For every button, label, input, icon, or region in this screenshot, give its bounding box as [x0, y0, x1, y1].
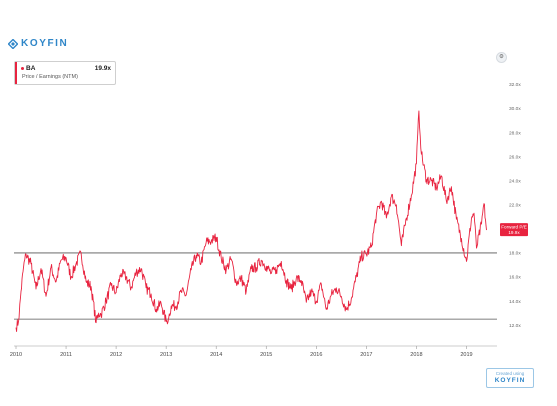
legend-ticker-label: BA	[26, 65, 36, 72]
koyfin-brand[interactable]: KOYFIN	[8, 38, 68, 49]
brand-name: KOYFIN	[21, 38, 69, 49]
watermark-brand: KOYFIN	[494, 377, 526, 384]
y-tick-label: 14.0x	[509, 299, 521, 305]
series-line-ba	[15, 110, 487, 332]
settings-icon: ⚙	[499, 54, 504, 60]
forward-pe-value: 19.9x	[508, 230, 520, 235]
y-tick-label: 32.0x	[509, 82, 521, 88]
legend-box[interactable]: BA 19.9x Price / Earnings (NTM)	[14, 61, 116, 85]
legend-metric: Price / Earnings (NTM)	[22, 74, 78, 80]
settings-button[interactable]: ⚙	[496, 52, 507, 63]
x-tick-label: 2019	[460, 352, 472, 358]
forward-pe-label: Forward P/E	[501, 225, 527, 230]
y-tick-label: 30.0x	[509, 106, 521, 112]
x-tick-label: 2016	[310, 352, 322, 358]
x-tick-label: 2018	[410, 352, 422, 358]
y-tick-label: 28.0x	[509, 130, 521, 136]
forward-pe-badge: Forward P/E 19.9x	[500, 223, 528, 237]
legend-dot-icon	[21, 66, 24, 70]
x-tick-label: 2014	[210, 352, 222, 358]
x-tick-label: 2012	[110, 352, 122, 358]
y-axis: 12.0x14.0x16.0x18.0x20.0x22.0x24.0x26.0x…	[509, 82, 521, 329]
x-tick-label: 2010	[10, 352, 22, 358]
legend-color-bar	[15, 62, 17, 84]
legend-value: 19.9x	[94, 65, 111, 72]
watermark-created-text: Created using	[495, 371, 525, 376]
created-using-koyfin-badge[interactable]: Created using KOYFIN	[486, 368, 534, 388]
legend-ticker: BA	[21, 65, 35, 72]
x-tick-label: 2015	[260, 352, 272, 358]
x-tick-label: 2013	[160, 352, 172, 358]
y-tick-label: 16.0x	[509, 275, 521, 281]
x-tick-label: 2011	[60, 352, 72, 358]
koyfin-diamond-icon	[8, 38, 18, 49]
y-tick-label: 24.0x	[509, 178, 521, 184]
y-tick-label: 22.0x	[509, 202, 521, 208]
reference-lines	[14, 252, 497, 320]
x-tick-label: 2017	[360, 352, 372, 358]
x-axis: 2010 2011 2012 2013 2014 2015 2016 2017 2018 2019	[10, 346, 473, 358]
y-tick-label: 18.0x	[509, 251, 521, 257]
y-tick-label: 12.0x	[509, 323, 521, 329]
y-tick-label: 26.0x	[509, 154, 521, 160]
